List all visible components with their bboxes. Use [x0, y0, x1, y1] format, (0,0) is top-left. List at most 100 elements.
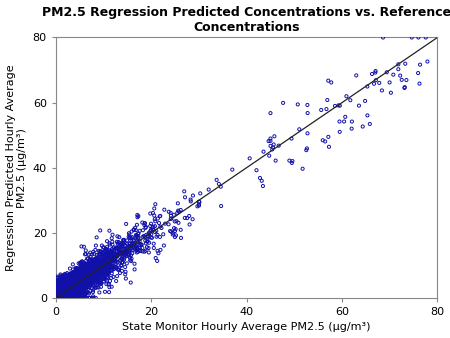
- Point: [65, 285, 72, 290]
- Point: [125, 252, 132, 257]
- Point: [72, 283, 80, 288]
- Point: [77, 295, 85, 300]
- Point: [54, 295, 61, 300]
- Point: [58, 295, 66, 300]
- Point: [70, 275, 77, 280]
- Point: [57, 280, 64, 285]
- Point: [58, 280, 66, 286]
- Point: [90, 273, 97, 279]
- Point: [145, 230, 153, 235]
- Point: [83, 274, 90, 279]
- Point: [93, 276, 100, 282]
- Point: [92, 256, 99, 261]
- Point: [83, 285, 90, 290]
- Point: [142, 238, 149, 243]
- Point: [65, 286, 72, 291]
- Point: [77, 276, 84, 281]
- Point: [91, 264, 99, 269]
- Point: [376, 80, 383, 86]
- Point: [94, 272, 102, 277]
- Point: [92, 270, 99, 275]
- Point: [69, 289, 76, 295]
- Point: [62, 292, 69, 297]
- Point: [76, 270, 83, 275]
- Point: [73, 291, 81, 297]
- Point: [55, 294, 63, 299]
- Point: [75, 277, 82, 282]
- Point: [55, 294, 63, 299]
- Point: [66, 295, 73, 300]
- Point: [104, 247, 111, 252]
- Point: [83, 268, 90, 273]
- Point: [97, 271, 104, 277]
- Point: [69, 286, 76, 291]
- Point: [60, 273, 67, 279]
- Point: [63, 289, 70, 294]
- Point: [119, 240, 126, 246]
- Point: [68, 283, 76, 288]
- Point: [98, 266, 105, 272]
- Point: [83, 280, 90, 285]
- Point: [149, 210, 157, 216]
- Point: [64, 285, 71, 291]
- Point: [95, 252, 102, 258]
- Point: [70, 281, 77, 286]
- Point: [70, 291, 77, 296]
- Point: [60, 289, 68, 295]
- Point: [72, 278, 79, 283]
- Point: [97, 263, 104, 269]
- Point: [82, 282, 89, 287]
- Point: [63, 290, 70, 295]
- Point: [66, 286, 73, 291]
- Point: [78, 285, 85, 290]
- Point: [53, 290, 60, 295]
- Point: [84, 271, 91, 276]
- Point: [54, 295, 61, 300]
- Point: [79, 273, 86, 278]
- Point: [63, 295, 70, 300]
- Point: [80, 279, 87, 285]
- Point: [59, 295, 67, 300]
- Point: [153, 258, 161, 264]
- Point: [67, 288, 74, 293]
- Point: [57, 295, 64, 300]
- Point: [275, 143, 282, 148]
- Point: [81, 273, 89, 278]
- Point: [66, 272, 73, 278]
- Point: [132, 232, 140, 238]
- Point: [56, 287, 63, 292]
- Point: [72, 266, 79, 271]
- Point: [65, 279, 72, 284]
- Point: [65, 289, 72, 294]
- Point: [58, 294, 65, 299]
- Point: [105, 289, 112, 295]
- Point: [54, 286, 62, 292]
- Point: [63, 290, 70, 296]
- Point: [92, 243, 99, 248]
- Point: [105, 272, 112, 277]
- Point: [109, 250, 116, 255]
- Point: [97, 265, 104, 270]
- Point: [267, 143, 274, 149]
- Point: [53, 294, 60, 299]
- Point: [70, 285, 77, 290]
- Point: [61, 285, 68, 290]
- Point: [64, 280, 72, 285]
- Point: [77, 262, 85, 267]
- Point: [96, 252, 104, 258]
- Point: [107, 252, 114, 258]
- Point: [95, 248, 102, 254]
- Point: [74, 295, 81, 300]
- Point: [103, 255, 110, 261]
- Point: [83, 276, 90, 282]
- Point: [58, 290, 66, 295]
- Point: [58, 288, 66, 294]
- Point: [58, 285, 65, 290]
- Point: [55, 294, 63, 299]
- Point: [69, 287, 76, 292]
- Point: [54, 295, 62, 300]
- Point: [53, 295, 60, 300]
- Point: [81, 273, 89, 278]
- Point: [86, 275, 93, 281]
- Point: [55, 295, 62, 300]
